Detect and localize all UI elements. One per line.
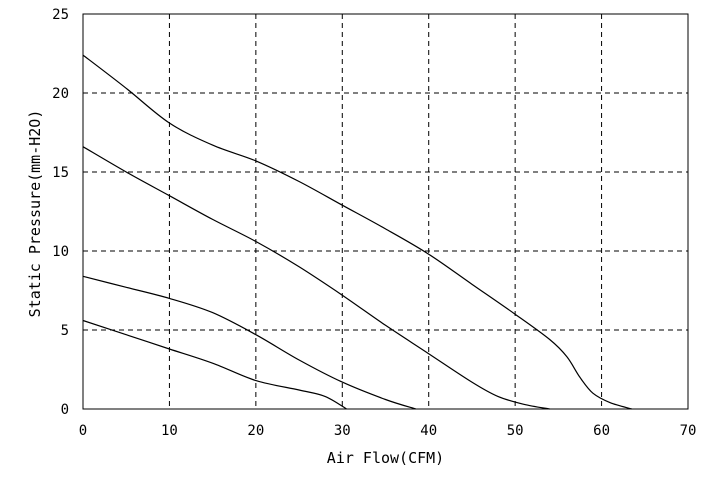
x-tick-label-0: 0 — [79, 423, 87, 439]
x-tick-label-40: 40 — [420, 423, 437, 439]
y-axis-title: Static Pressure(mm-H2O) — [26, 110, 44, 318]
series-line-1 — [82, 54, 632, 410]
series-line-2 — [82, 146, 550, 410]
series-line-4 — [82, 319, 347, 410]
plot-frame — [82, 13, 689, 410]
y-tick-label-0: 0 — [61, 402, 69, 418]
x-tick-label-70: 70 — [680, 423, 697, 439]
y-tick-label-20: 20 — [52, 86, 69, 102]
x-tick-label-30: 30 — [334, 423, 351, 439]
x-tick-label-50: 50 — [507, 423, 524, 439]
y-tick-labels: 0 5 10 15 20 25 — [52, 7, 69, 418]
y-tick-label-15: 15 — [52, 165, 69, 181]
grid — [83, 14, 688, 409]
x-tick-label-20: 20 — [247, 423, 264, 439]
y-tick-label-25: 25 — [52, 7, 69, 23]
series-lines — [82, 54, 632, 410]
x-axis-title: Air Flow(CFM) — [327, 449, 444, 467]
x-tick-label-10: 10 — [161, 423, 178, 439]
x-tick-labels: 0 10 20 30 40 50 60 70 — [79, 423, 697, 439]
x-tick-label-60: 60 — [593, 423, 610, 439]
series-line-3 — [82, 275, 416, 410]
y-tick-label-10: 10 — [52, 244, 69, 260]
y-tick-label-5: 5 — [61, 323, 69, 339]
